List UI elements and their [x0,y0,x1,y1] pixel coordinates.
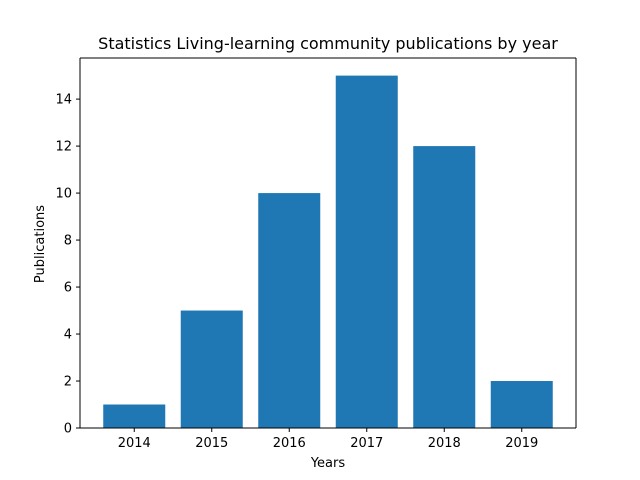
y-tick-label-0: 0 [64,422,72,437]
x-axis-label: Years [310,456,346,471]
bar-2017 [335,75,398,429]
x-tick-label-2015: 2015 [195,436,228,451]
axes-layer [79,57,577,429]
bar-2018 [413,146,476,428]
x-tick-label-2014: 2014 [118,436,151,451]
y-tick-label-12: 12 [55,140,72,155]
y-tick-label-14: 14 [55,93,72,108]
bars-layer [103,75,553,429]
y-tick-label-6: 6 [64,281,72,296]
chart-title: Statistics Living-learning community pub… [98,34,558,53]
y-tick-label-8: 8 [64,234,72,249]
x-tick-label-2017: 2017 [350,436,383,451]
x-tick-label-2019: 2019 [505,436,538,451]
bar-2014 [103,404,166,428]
x-tick-label-2018: 2018 [428,436,461,451]
y-tick-label-2: 2 [64,375,72,390]
bar-2015 [180,310,243,428]
y-tick-label-10: 10 [55,187,72,202]
bar-2016 [258,193,321,428]
x-tick-label-2016: 2016 [273,436,306,451]
bar-2019 [490,381,553,428]
ticks-layer: 2014 2015 2016 2017 2018 2019 0 2 4 6 8 10 12 14 [55,93,538,451]
y-tick-label-4: 4 [64,328,72,343]
y-axis-label: Publications [33,205,48,283]
